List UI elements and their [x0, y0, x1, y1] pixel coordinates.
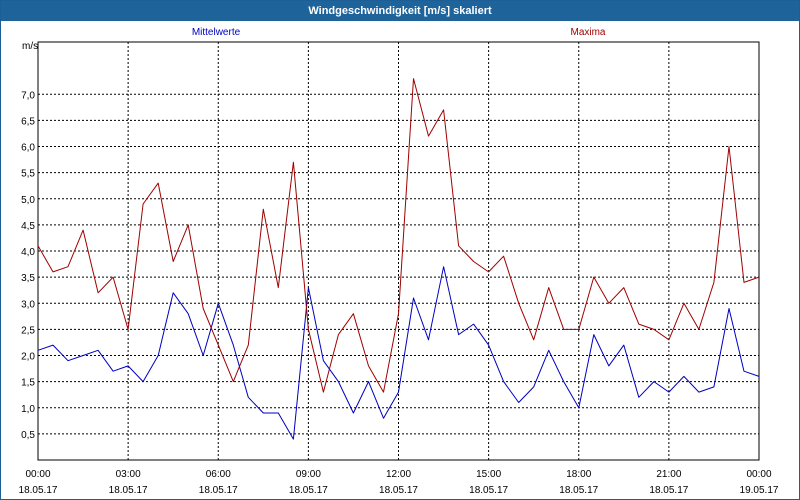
y-tick-label: 4,0: [21, 247, 35, 258]
x-tick-date-label: 18.05.17: [199, 485, 238, 496]
x-tick-date-label: 18.05.17: [109, 485, 148, 496]
x-tick-date-label: 18.05.17: [649, 485, 688, 496]
x-tick-date-label: 18.05.17: [19, 485, 58, 496]
x-tick-date-label: 18.05.17: [469, 485, 508, 496]
series-line-maxima: [37, 78, 760, 393]
y-tick-label: 6,5: [21, 116, 35, 127]
x-tick-time-label: 18:00: [566, 469, 591, 480]
legend-mittelwerte: Mittelwerte: [192, 27, 241, 38]
x-tick-time-label: 15:00: [476, 469, 501, 480]
y-axis-label: m/s: [22, 41, 38, 52]
x-tick-time-label: 06:00: [206, 469, 231, 480]
series-line-mittelwerte: [37, 266, 760, 440]
y-tick-label: 2,5: [21, 325, 35, 336]
x-axis-tick-labels: 00:00 18.05.17 03:00 18.05.17 06:00 18.05.17 0…: [19, 469, 779, 496]
x-tick-date-label: 19.05.17: [740, 485, 779, 496]
y-tick-label: 3,0: [21, 299, 35, 310]
x-tick-date-label: 18.05.17: [289, 485, 328, 496]
x-tick-date-label: 18.05.17: [559, 485, 598, 496]
x-tick-time-label: 00:00: [25, 469, 50, 480]
y-tick-label: 3,5: [21, 273, 35, 284]
y-tick-label: 4,5: [21, 221, 35, 232]
x-tick-date-label: 18.05.17: [379, 485, 418, 496]
window-title: Windgeschwindigkeit [m/s] skaliert: [1, 1, 799, 21]
x-tick-time-label: 09:00: [296, 469, 321, 480]
grid-lines: [38, 42, 759, 460]
y-tick-label: 6,0: [21, 143, 35, 154]
y-tick-label: 1,0: [21, 404, 35, 415]
y-tick-label: 5,0: [21, 195, 35, 206]
y-tick-label: 1,5: [21, 378, 35, 389]
x-tick-time-label: 00:00: [746, 469, 771, 480]
y-tick-label: 7,0: [21, 90, 35, 101]
y-tick-label: 0,5: [21, 430, 35, 441]
legend-maxima: Maxima: [570, 27, 605, 38]
y-tick-label: 5,5: [21, 169, 35, 180]
series-layer: [37, 78, 760, 440]
y-tick-label: 2,0: [21, 352, 35, 363]
x-tick-time-label: 12:00: [386, 469, 411, 480]
x-tick-time-label: 03:00: [116, 469, 141, 480]
x-tick-time-label: 21:00: [656, 469, 681, 480]
y-axis-tick-labels: 0,5 1,0 1,5 2,0 2,5 3,0 3,5 4,0 4,5 5,0 5,5 6,0 6,5 7…: [21, 90, 35, 441]
